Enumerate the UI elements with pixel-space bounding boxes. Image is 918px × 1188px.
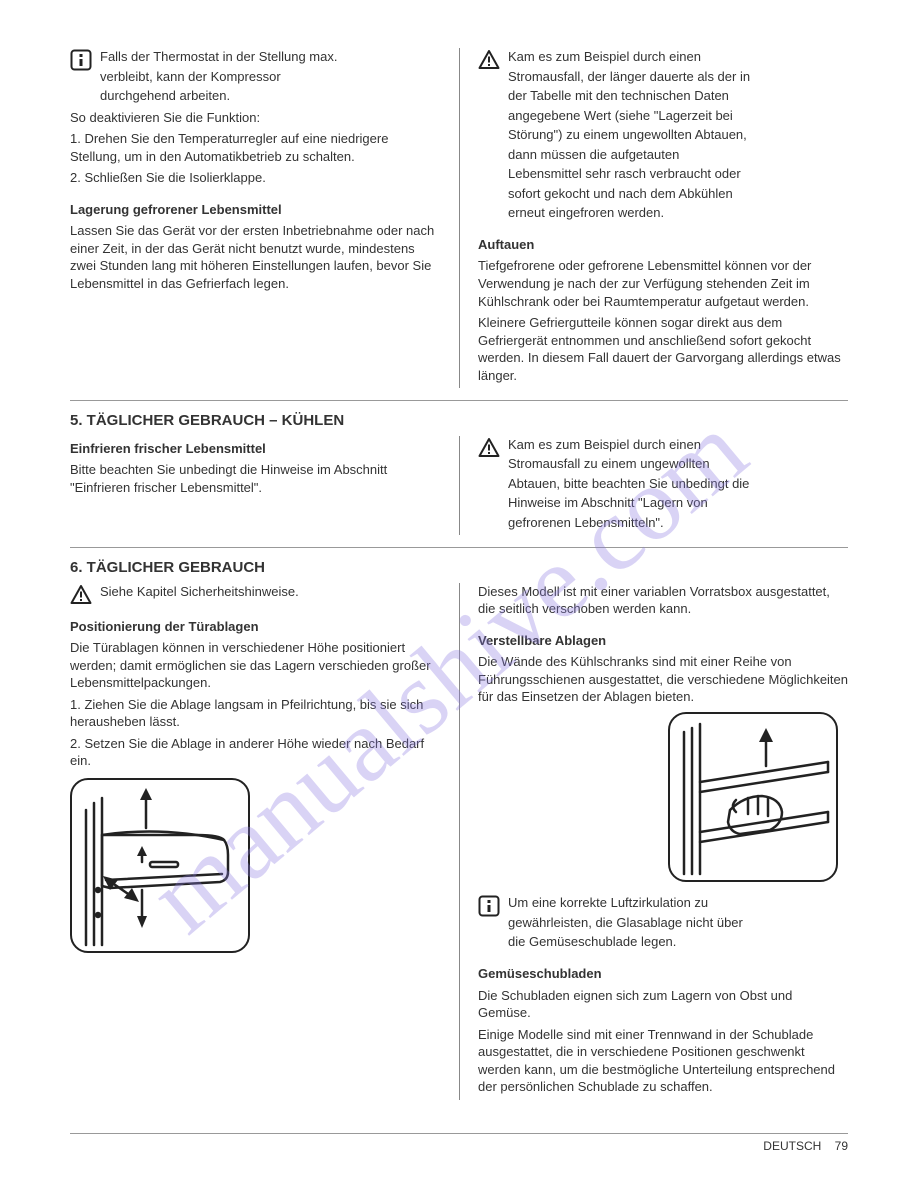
row1-left-l2: 2. Schließen Sie die Isolierklappe. — [70, 169, 441, 187]
s2-left-p1: Bitte beachten Sie unbedingt die Hinweis… — [70, 461, 441, 496]
warning-icon — [478, 49, 500, 71]
row1-right-p3: Tiefgefrorene oder gefrorene Lebensmitte… — [478, 257, 848, 310]
section-rule-2 — [70, 547, 848, 548]
info-icon — [478, 895, 500, 917]
s3-left-h3: Positionierung der Türablagen — [70, 618, 441, 636]
section3-title: 6. TÄGLICHER GEBRAUCH — [70, 558, 848, 578]
r1r-w1: Kam es zum Beispiel durch einen — [508, 48, 848, 66]
s2r-w1: Kam es zum Beispiel durch einen — [508, 436, 848, 454]
section-rule-1 — [70, 400, 848, 401]
s2r-w4: Hinweise im Abschnitt "Lagern von — [508, 494, 848, 512]
r1r-w5: Störung") zu einem ungewollten Abtauen, — [508, 126, 848, 144]
s2-left-h3: Einfrieren frischer Lebensmittel — [70, 440, 441, 458]
s3-right-h3: Verstellbare Ablagen — [478, 632, 848, 650]
s3-left-l1: 1. Ziehen Sie die Ablage langsam in Pfei… — [70, 696, 441, 731]
row1: Falls der Thermostat in der Stellung max… — [70, 48, 848, 388]
s3r-i1: Um eine korrekte Luftzirkulation zu — [508, 894, 848, 912]
s3-left-l2: 2. Setzen Sie die Ablage in anderer Höhe… — [70, 735, 441, 770]
section3-cols: Siehe Kapitel Sicherheitshinweise. Posit… — [70, 583, 848, 1100]
row1-left: Falls der Thermostat in der Stellung max… — [70, 48, 459, 388]
s3r-i2: gewährleisten, die Glasablage nicht über — [508, 914, 848, 932]
section2-right: Kam es zum Beispiel durch einen Stromaus… — [459, 436, 848, 536]
r1r-w6: dann müssen die aufgetauten — [508, 146, 848, 164]
section3-left: Siehe Kapitel Sicherheitshinweise. Posit… — [70, 583, 459, 1100]
s2r-w2: Stromausfall zu einem ungewollten — [508, 455, 848, 473]
r1r-w2: Stromausfall, der länger dauerte als der… — [508, 68, 848, 86]
s3r-i3: die Gemüseschublade legen. — [508, 933, 848, 951]
r1r-w9: erneut eingefroren werden. — [508, 204, 848, 222]
s2r-w5: gefrorenen Lebensmitteln". — [508, 514, 848, 532]
row1-left-p2: Lassen Sie das Gerät vor der ersten Inbe… — [70, 222, 441, 292]
section2-title: 5. TÄGLICHER GEBRAUCH – KÜHLEN — [70, 411, 848, 431]
r1r-w8: sofort gekocht und nach dem Abkühlen — [508, 185, 848, 203]
section2-cols: Einfrieren frischer Lebensmittel Bitte b… — [70, 436, 848, 536]
row1-left-l1: 1. Drehen Sie den Temperaturregler auf e… — [70, 130, 441, 165]
row1-right-h3c: Auftauen — [478, 236, 848, 254]
s3-right-p3: Die Schubladen eignen sich zum Lagern vo… — [478, 987, 848, 1022]
row1-left-info-l1: Falls der Thermostat in der Stellung max… — [100, 48, 441, 66]
page-footer: DEUTSCH 79 — [70, 1133, 848, 1154]
r1r-w4: angegebene Wert (siehe "Lagerzeit bei — [508, 107, 848, 125]
row1-left-info-l2: verbleibt, kann der Kompressor — [100, 68, 441, 86]
section2-left: Einfrieren frischer Lebensmittel Bitte b… — [70, 436, 459, 536]
row1-right: Kam es zum Beispiel durch einen Stromaus… — [459, 48, 848, 388]
r1r-w3: der Tabelle mit den technischen Daten — [508, 87, 848, 105]
s2r-w3: Abtauen, bitte beachten Sie unbedingt di… — [508, 475, 848, 493]
row1-right-p4: Kleinere Gefriergutteile können sogar di… — [478, 314, 848, 384]
s3-right-p2: Die Wände des Kühlschranks sind mit eine… — [478, 653, 848, 706]
warning-icon — [70, 584, 92, 606]
s3-left-p1: Die Türablagen können in verschiedener H… — [70, 639, 441, 692]
s3l-w1: Siehe Kapitel Sicherheitshinweise. — [100, 583, 441, 601]
glass-shelf-illustration — [668, 712, 838, 882]
info-icon — [70, 49, 92, 71]
section3-right: Dieses Modell ist mit einer variablen Vo… — [459, 583, 848, 1100]
footer-lang: DEUTSCH — [763, 1139, 821, 1153]
r1r-w7: Lebensmittel sehr rasch verbraucht oder — [508, 165, 848, 183]
s3-right-p4: Einige Modelle sind mit einer Trennwand … — [478, 1026, 848, 1096]
row1-left-info-l3: durchgehend arbeiten. — [100, 87, 441, 105]
warning-icon — [478, 437, 500, 459]
s3-right-h3b: Gemüseschubladen — [478, 965, 848, 983]
footer-page: 79 — [835, 1139, 848, 1153]
row1-left-h3b: Lagerung gefrorener Lebensmittel — [70, 201, 441, 219]
door-shelf-illustration — [70, 778, 250, 953]
s3-right-p1: Dieses Modell ist mit einer variablen Vo… — [478, 583, 848, 618]
row1-left-p1: So deaktivieren Sie die Funktion: — [70, 109, 441, 127]
